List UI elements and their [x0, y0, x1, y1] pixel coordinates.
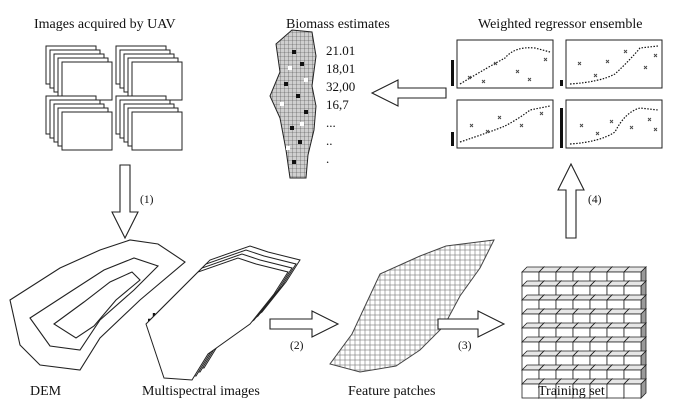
step-label-1: (1) — [140, 194, 154, 206]
uav-stack-top-right — [115, 45, 183, 101]
biomass-value: . — [326, 151, 330, 166]
label-feature-patches: Feature patches — [348, 384, 436, 399]
training-set-cell — [623, 378, 647, 399]
uav-image-stacks — [45, 45, 183, 151]
arrow-ensemble-to-biomass — [370, 79, 447, 107]
label-ensemble: Weighted regressor ensemble — [478, 17, 643, 32]
biomass-value: ... — [326, 115, 336, 130]
arrow-step-4 — [557, 162, 585, 239]
training-set-grid — [521, 266, 647, 399]
label-dem: DEM — [30, 384, 62, 399]
feature-patches-map — [329, 239, 495, 373]
uav-stack-bottom-left — [45, 95, 113, 151]
biomass-map — [269, 29, 317, 179]
biomass-value-list: 21.01 18,01 32,00 16,7 ... .. . — [326, 42, 355, 168]
uav-stack-bottom-right — [115, 95, 183, 151]
biomass-value: 18,01 — [326, 61, 356, 76]
plus-symbol: + — [146, 309, 159, 335]
biomass-value: 32,00 — [326, 79, 356, 94]
multispectral-stack — [145, 245, 301, 381]
biomass-value: .. — [326, 133, 333, 148]
label-multispectral: Multispectral images — [142, 384, 260, 399]
uav-stack-top-left — [45, 45, 113, 101]
biomass-value: 21.01 — [326, 43, 356, 58]
dem-contours — [9, 239, 186, 371]
step-label-2: (2) — [290, 340, 304, 352]
arrow-step-2 — [269, 310, 340, 338]
label-uav-images: Images acquired by UAV — [34, 17, 176, 32]
biomass-value: 16,7 — [326, 97, 349, 112]
regressor-panels — [451, 39, 663, 149]
arrow-step-1 — [111, 164, 139, 240]
step-label-4: (4) — [588, 194, 602, 206]
label-training-set: Training set — [538, 384, 605, 399]
step-label-3: (3) — [458, 340, 472, 352]
arrow-step-3 — [437, 310, 506, 338]
label-biomass: Biomass estimates — [286, 17, 390, 32]
